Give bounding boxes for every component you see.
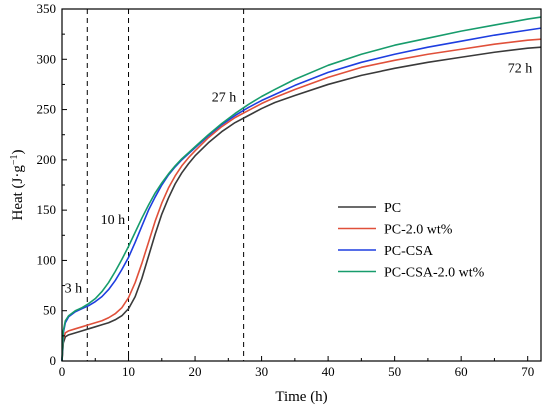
y-axis-title-main: Heat (J·g [10, 165, 26, 221]
x-tick-label: 40 [322, 364, 335, 379]
plot-frame [61, 8, 542, 362]
y-axis-title-sup: −1 [9, 154, 20, 165]
annotation-label: 72 h [508, 61, 532, 76]
x-tick-label: 70 [521, 364, 534, 379]
y-tick-label: 0 [50, 353, 57, 368]
x-tick-label: 50 [388, 364, 401, 379]
reference-lines [86, 9, 245, 361]
y-tick-label: 100 [37, 252, 57, 267]
legend-label: PC-CSA [384, 244, 434, 259]
x-axis-ticks: 0 10 20 30 40 50 60 70 [59, 356, 534, 379]
series-line-1 [61, 38, 542, 362]
legend: PC PC-2.0 wt% PC-CSA PC-CSA-2.0 wt% [338, 201, 485, 281]
y-axis-title: Heat (J·g−1) [9, 149, 27, 220]
y-axis-title-close: ) [10, 149, 26, 154]
x-tick-label: 10 [122, 364, 135, 379]
series-line-0 [61, 46, 542, 362]
y-tick-label: 250 [37, 102, 57, 117]
x-tick-label: 60 [455, 364, 468, 379]
x-axis-title: Time (h) [275, 389, 327, 405]
y-tick-label: 50 [43, 303, 56, 318]
legend-label: PC-2.0 wt% [384, 223, 453, 238]
annotation-label: 10 h [101, 213, 126, 228]
x-tick-label: 30 [255, 364, 268, 379]
series-line-2 [61, 27, 542, 362]
x-tick-label: 0 [59, 364, 66, 379]
y-tick-label: 200 [37, 152, 57, 167]
x-tick-label: 20 [189, 364, 202, 379]
series-line-3 [61, 16, 542, 362]
series-lines [61, 16, 542, 362]
y-tick-label: 350 [37, 1, 57, 16]
y-axis-ticks: 0 50 100 150 200 250 300 350 [37, 1, 67, 368]
legend-label: PC-CSA-2.0 wt% [384, 266, 485, 281]
legend-label: PC [384, 201, 401, 216]
annotation-label: 27 h [212, 91, 237, 106]
annotation-label: 3 h [65, 282, 83, 297]
y-tick-label: 150 [37, 202, 57, 217]
y-tick-label: 300 [37, 51, 57, 66]
annotations: 3 h 10 h 27 h 72 h [65, 61, 533, 296]
